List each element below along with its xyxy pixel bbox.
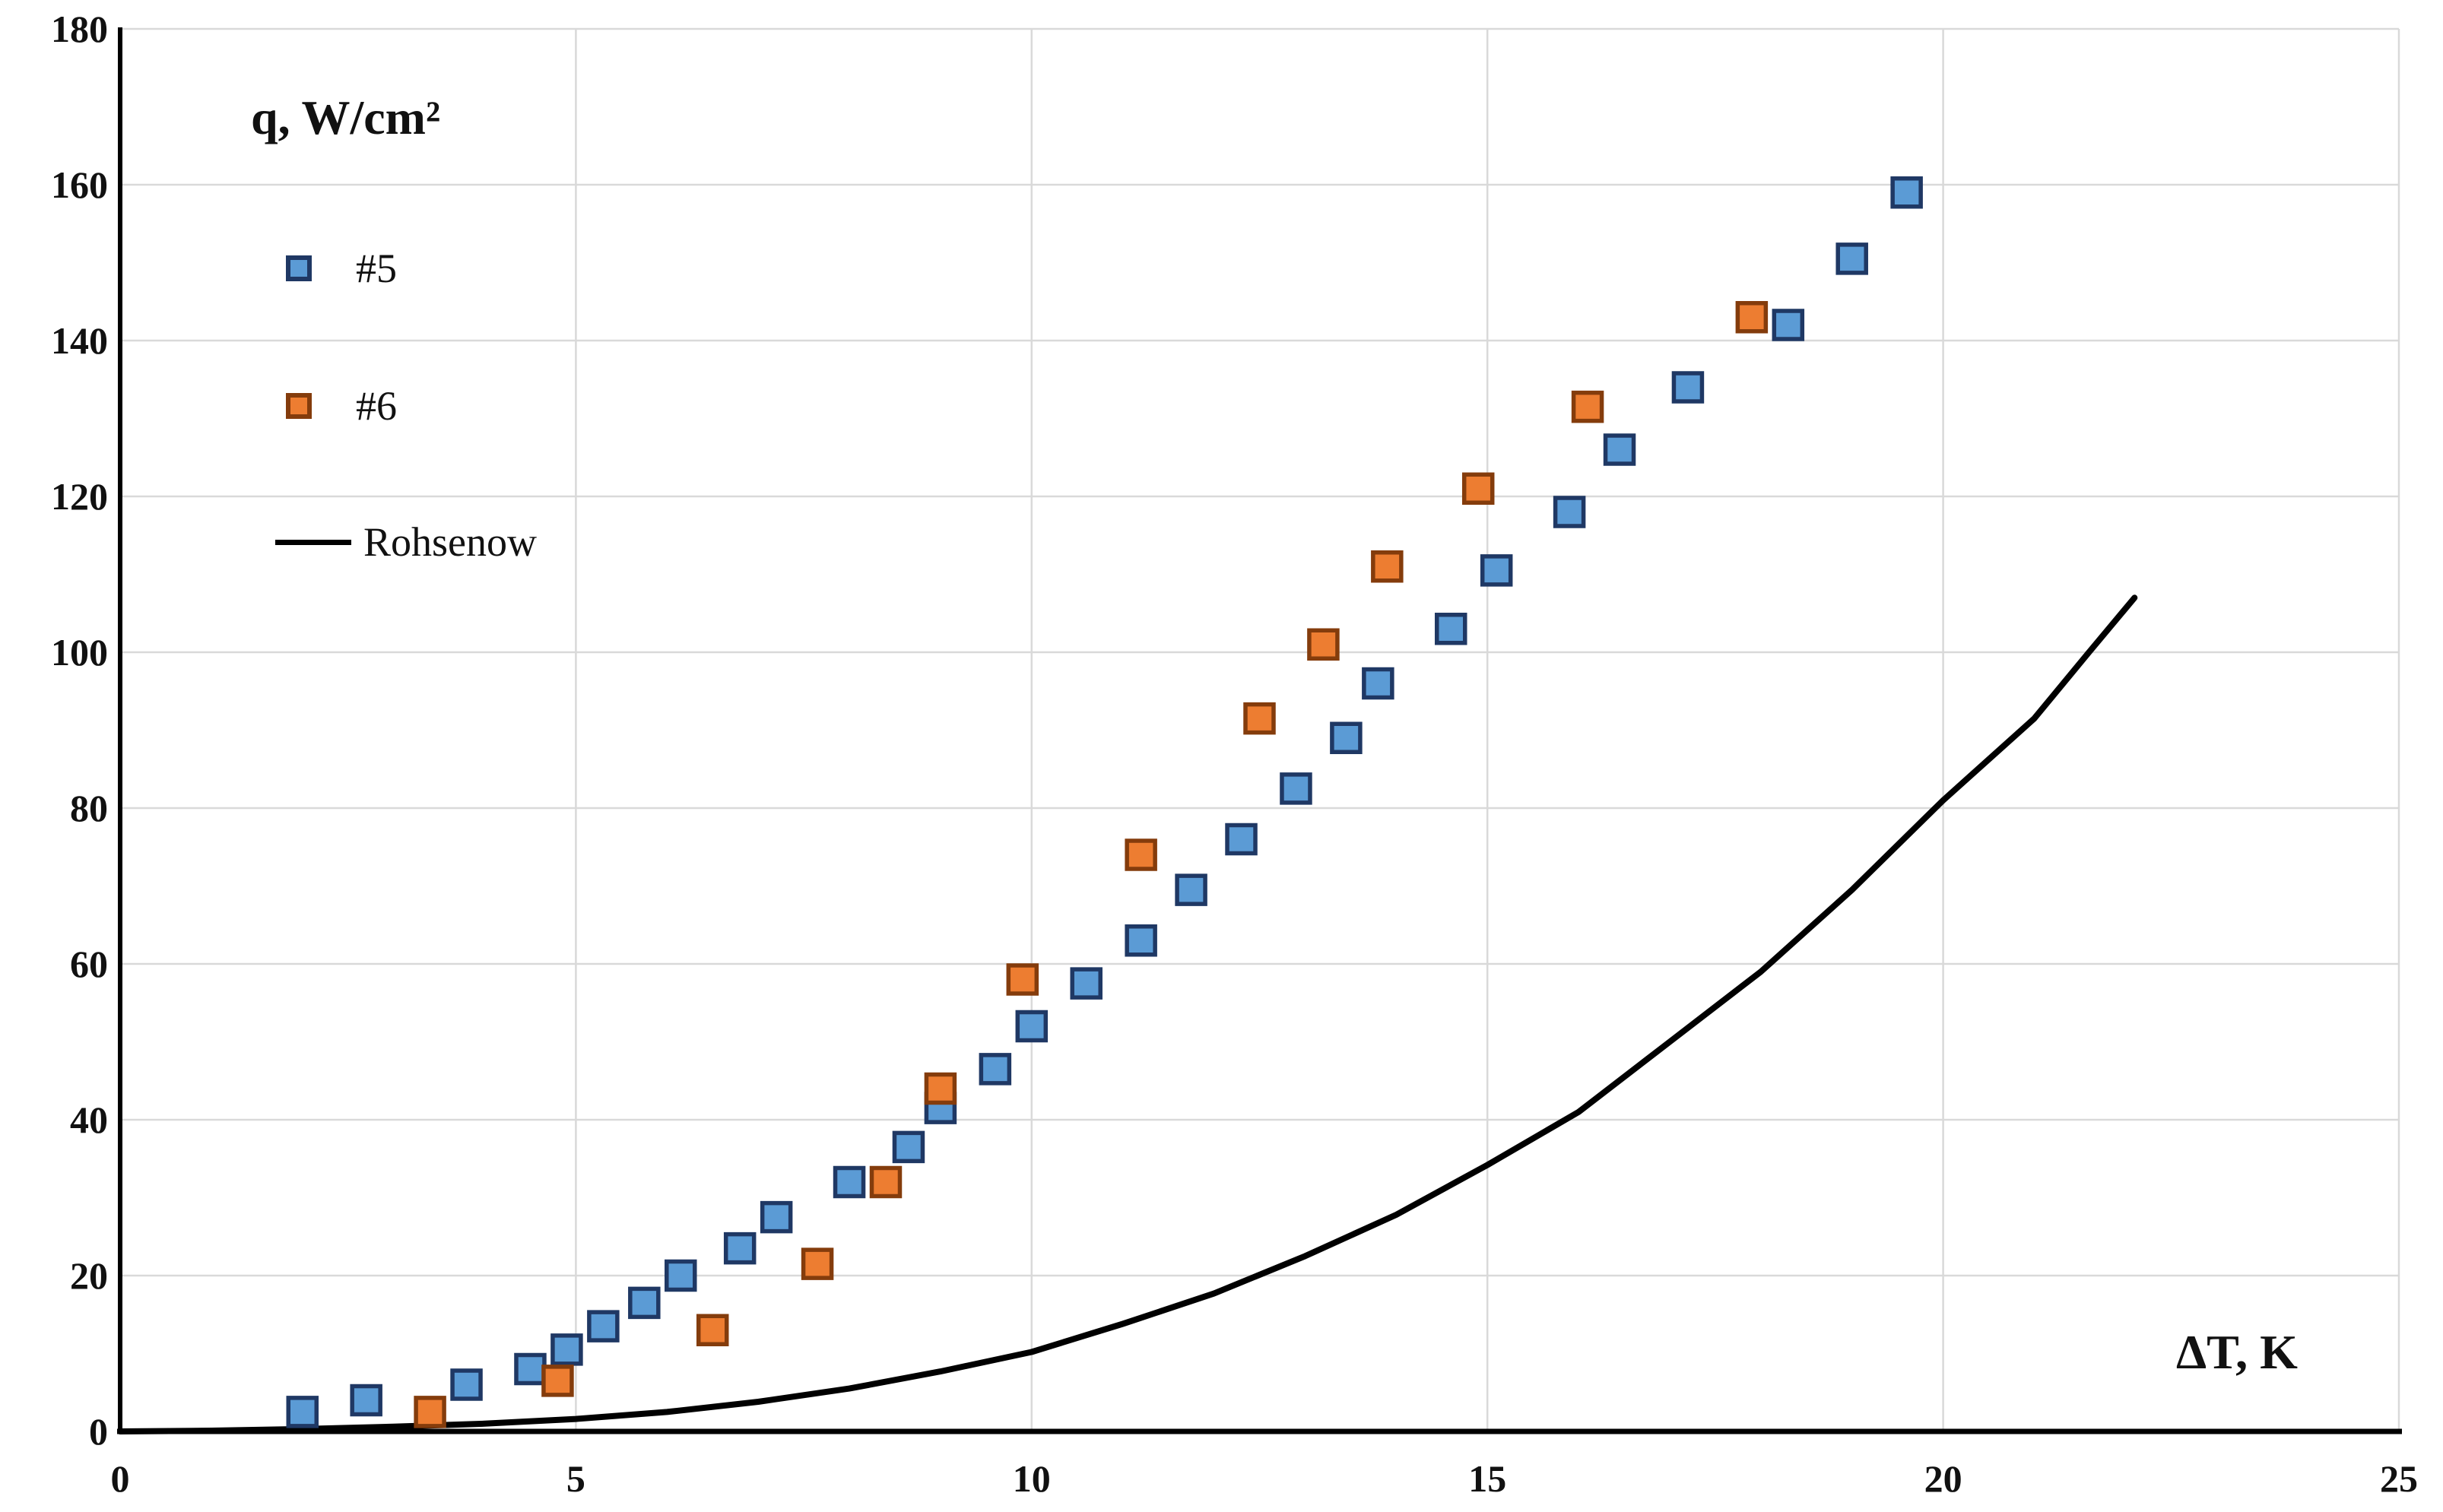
data-point-series6 [1125, 838, 1157, 871]
data-point-series6 [1371, 550, 1404, 583]
data-point-series5 [350, 1384, 382, 1417]
data-point-series5 [286, 1396, 319, 1428]
data-point-series6 [1735, 301, 1769, 334]
x-tick-label: 0 [111, 1457, 130, 1500]
data-point-series5 [628, 1286, 661, 1320]
data-point-series5 [665, 1259, 697, 1292]
data-point-series5 [1835, 242, 1868, 275]
y-tick-label: 0 [89, 1410, 108, 1453]
rohsenow-line-marker-icon [275, 539, 351, 545]
data-point-series5 [979, 1053, 1012, 1086]
rohsenow-curve [117, 594, 2138, 1434]
data-point-series5 [1280, 772, 1312, 805]
data-point-series5 [1225, 823, 1258, 856]
y-tick-label: 60 [70, 943, 108, 985]
y-tick-label: 100 [51, 631, 108, 674]
y-tick-label: 140 [51, 319, 108, 362]
legend-label-series6: #6 [356, 383, 397, 429]
data-point-series5 [450, 1368, 483, 1401]
data-point-series5 [1175, 873, 1207, 906]
data-point-series6 [924, 1072, 957, 1105]
data-point-series5 [1330, 721, 1363, 754]
legend-item-rohsenow: Rohsenow [275, 515, 537, 569]
data-point-series5 [1125, 924, 1157, 957]
x-axis-title: ΔT, K [2176, 1325, 2298, 1379]
data-point-series5 [892, 1130, 925, 1164]
y-tick-label: 180 [51, 8, 108, 50]
data-point-series6 [1006, 963, 1039, 996]
data-point-series6 [1461, 472, 1495, 505]
y-tick-label: 80 [70, 787, 108, 829]
x-tick-label: 5 [566, 1457, 585, 1500]
y-tick-label: 160 [51, 163, 108, 206]
data-point-series5 [1553, 496, 1586, 528]
data-point-series6 [696, 1314, 729, 1346]
data-point-series5 [1480, 554, 1513, 587]
legend-item-series6: #6 [275, 379, 397, 433]
legend-label-rohsenow: Rohsenow [363, 519, 537, 565]
x-tick-label: 20 [1924, 1457, 1962, 1500]
data-point-series6 [1243, 702, 1276, 735]
data-point-series5 [587, 1310, 620, 1342]
data-point-series5 [1772, 309, 1805, 341]
data-point-series5 [1015, 1010, 1049, 1043]
y-tick-label: 20 [70, 1254, 108, 1297]
x-tick-label: 15 [1468, 1457, 1506, 1500]
y-tick-label: 120 [51, 475, 108, 518]
data-point-series5 [1070, 967, 1103, 1000]
data-point-series5 [514, 1352, 547, 1386]
data-point-series6 [869, 1165, 903, 1199]
data-point-series5 [1671, 371, 1705, 404]
data-point-series6 [541, 1365, 574, 1397]
y-tick-label: 40 [70, 1098, 108, 1141]
legend-label-series5: #5 [356, 246, 397, 291]
data-point-series5 [1362, 667, 1394, 700]
data-point-series5 [723, 1231, 757, 1265]
data-point-series5 [1890, 176, 1923, 209]
x-tick-label: 25 [2380, 1457, 2418, 1500]
data-point-series5 [550, 1333, 583, 1366]
data-point-series6 [1571, 390, 1604, 423]
data-point-series6 [1307, 628, 1340, 661]
x-tick-label: 10 [1013, 1457, 1051, 1500]
data-point-series6 [801, 1247, 834, 1280]
y-axis-title: q, W/cm² [251, 90, 441, 144]
data-point-series5 [760, 1200, 793, 1234]
data-point-series5 [833, 1165, 866, 1199]
series5-square-marker-icon [286, 255, 312, 281]
legend-item-series5: #5 [275, 242, 397, 295]
data-point-series5 [1603, 433, 1636, 466]
data-point-series5 [1434, 613, 1467, 645]
data-point-series6 [414, 1396, 446, 1428]
series6-square-marker-icon [286, 393, 312, 419]
